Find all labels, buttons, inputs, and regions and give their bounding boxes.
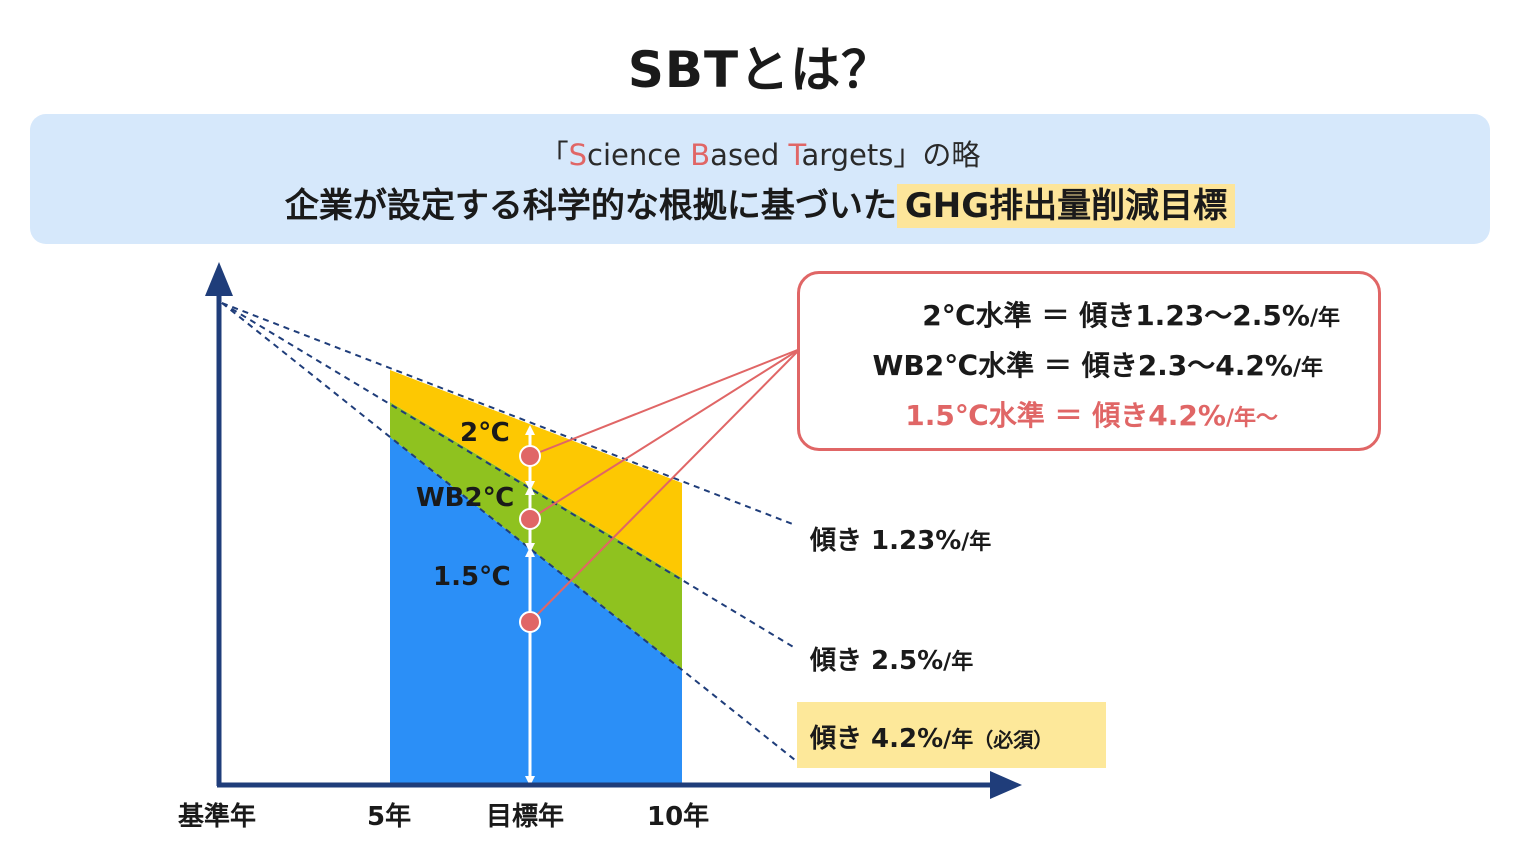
x-label-base-year: 基準年 <box>178 802 257 832</box>
marker-dot-2c <box>519 445 541 467</box>
slope-line-4-2 <box>221 302 796 761</box>
word-science: cience <box>587 138 691 172</box>
slope-value: 傾き 4.2% <box>810 724 944 754</box>
word-based: ased <box>710 138 789 172</box>
legend-eq: ＝ <box>1041 299 1070 332</box>
marker-dot-1-5c <box>519 611 541 633</box>
legend-unit: /年〜 <box>1225 406 1278 431</box>
y-axis-arrow-icon <box>205 262 233 296</box>
bracket-close: 」の略 <box>893 138 981 172</box>
legend-value: 傾き1.23〜2.5% <box>1079 299 1310 332</box>
initial-s: S <box>568 138 588 172</box>
slope-unit: /年 <box>961 530 992 555</box>
x-label-5y: 5年 <box>367 802 412 832</box>
slope-label-4-2: 傾き 4.2%/年（必須） <box>810 718 1053 755</box>
slope-unit: /年 <box>943 650 974 675</box>
legend-value: 傾き4.2% <box>1092 399 1226 432</box>
legend-label: 2℃水準 <box>922 299 1032 332</box>
legend-row-2c: 2℃水準 ＝ 傾き1.23〜2.5%/年 <box>922 294 1340 334</box>
required-slope-highlight <box>797 702 1106 768</box>
marker-dot-wb2c <box>519 508 541 530</box>
x-label-10y: 10年 <box>647 802 710 832</box>
callout-line-wb2c <box>529 348 801 520</box>
legend-eq: ＝ <box>1043 349 1072 382</box>
stage-label-2c: 2℃ <box>460 418 510 448</box>
word-targets: argets <box>801 138 894 172</box>
legend-label: WB2℃水準 <box>872 349 1035 382</box>
slope-label-2-5: 傾き 2.5%/年 <box>810 640 973 677</box>
slope-line-1-23 <box>221 302 796 526</box>
stage-label-wb2c: WB2℃ <box>416 483 515 513</box>
slope-label-1-23: 傾き 1.23%/年 <box>810 520 991 557</box>
legend-value: 傾き2.3〜4.2% <box>1081 349 1293 382</box>
slope-required-note: （必須） <box>973 728 1054 752</box>
band-1-5c <box>390 437 682 783</box>
banner-main-prefix: 企業が設定する科学的な根拠に基づいた <box>284 186 897 226</box>
bracket-open: 「 <box>539 138 569 172</box>
callout-line-2c <box>529 348 801 457</box>
slope-line-2-5 <box>221 302 796 649</box>
legend-unit: /年 <box>1309 306 1340 331</box>
definition-banner: 「Science Based Targets」の略 企業が設定する科学的な根拠に… <box>30 114 1490 244</box>
banner-subtitle: 「Science Based Targets」の略 <box>30 132 1490 174</box>
band-wb2c <box>390 402 682 669</box>
stage-label-1-5c: 1.5℃ <box>433 562 511 592</box>
initial-b: B <box>690 138 711 172</box>
callout-line-1-5c <box>529 348 801 623</box>
x-label-target-year: 目標年 <box>486 802 565 832</box>
page-title: SBTとは？ <box>627 41 893 99</box>
x-axis-arrow-icon <box>990 771 1022 799</box>
legend-row-1-5c: 1.5℃水準 ＝ 傾き4.2%/年〜 <box>905 394 1278 434</box>
legend-eq: ＝ <box>1054 399 1083 432</box>
slope-value: 傾き 2.5% <box>810 646 944 676</box>
band-2c <box>390 370 682 578</box>
banner-main-highlight: GHG排出量削減目標 <box>896 184 1236 228</box>
initial-t: T <box>788 138 802 172</box>
slope-unit: /年 <box>943 728 974 753</box>
slope-value: 傾き 1.23% <box>810 526 962 556</box>
legend-row-wb2c: WB2℃水準 ＝ 傾き2.3〜4.2%/年 <box>873 344 1323 384</box>
legend-label: 1.5℃水準 <box>905 399 1045 432</box>
legend-unit: /年 <box>1292 356 1323 381</box>
legend-box: 2℃水準 ＝ 傾き1.23〜2.5%/年 WB2℃水準 ＝ 傾き2.3〜4.2%… <box>797 271 1381 451</box>
banner-main-text: 企業が設定する科学的な根拠に基づいた GHG排出量削減目標 <box>30 178 1490 228</box>
